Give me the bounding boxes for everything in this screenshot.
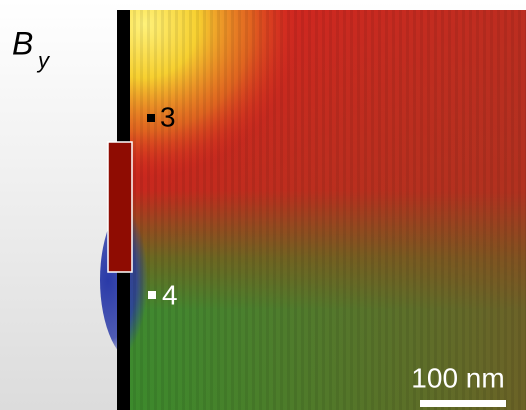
texture (130, 10, 526, 410)
field-label: B (12, 25, 33, 61)
marker-square (147, 114, 155, 122)
field-label-sub: y (36, 48, 51, 73)
marker-square (148, 291, 156, 299)
marker-label: 3 (160, 101, 176, 132)
electrode (107, 141, 133, 273)
scale-label: 100 nm (411, 362, 504, 393)
marker-label: 4 (162, 279, 178, 310)
scale-bar (420, 400, 506, 407)
